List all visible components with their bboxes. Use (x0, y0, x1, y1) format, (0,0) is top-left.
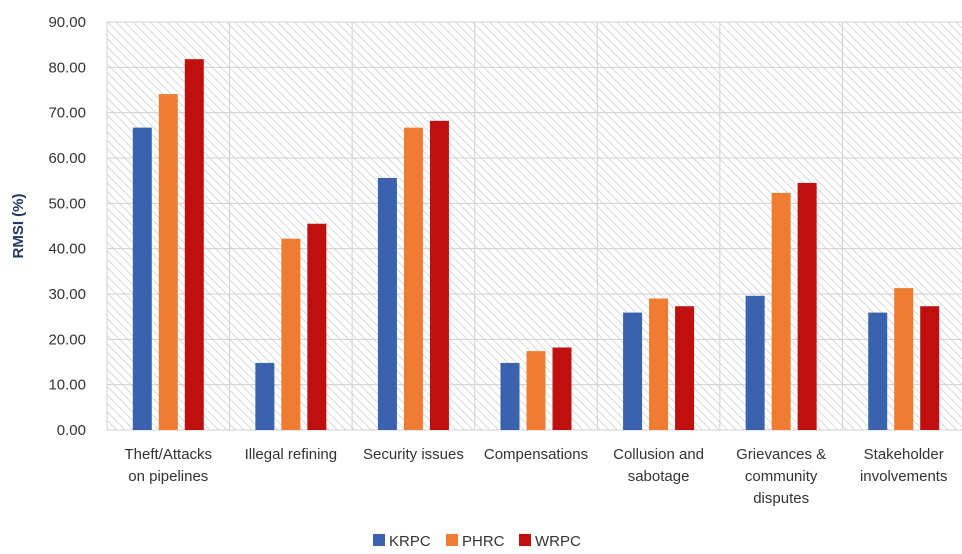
legend-swatch-phrc (446, 534, 458, 546)
bar-phrc (158, 94, 178, 430)
bar-krpc (377, 177, 397, 430)
legend-label-krpc: KRPC (389, 533, 431, 550)
y-axis-title: RMSI (%) (10, 194, 27, 259)
x-tick-label: disputes (753, 490, 809, 507)
bar-krpc (868, 312, 888, 430)
bar-krpc (132, 127, 152, 431)
x-tick-label: Collusion and (613, 446, 704, 463)
bar-phrc (526, 351, 546, 430)
legend-swatch-krpc (373, 534, 385, 546)
x-tick-label: on pipelines (128, 468, 208, 485)
y-tick-label: 70.00 (48, 105, 86, 122)
x-tick-label: Grievances & (736, 446, 826, 463)
x-tick-label: Illegal refining (245, 446, 338, 463)
bar-wrpc (184, 59, 204, 430)
x-tick-label: involvements (860, 468, 948, 485)
y-tick-label: 10.00 (48, 377, 86, 394)
bar-phrc (649, 298, 669, 430)
bar-krpc (745, 295, 765, 430)
bar-wrpc (307, 223, 327, 430)
bar-wrpc (797, 182, 817, 430)
y-tick-label: 80.00 (48, 59, 86, 76)
x-axis-labels: Theft/Attacks on pipelines Illegal refinin… (125, 446, 948, 507)
y-tick-label: 30.00 (48, 286, 86, 303)
y-tick-label: 20.00 (48, 331, 86, 348)
y-tick-label: 40.00 (48, 241, 86, 258)
bar-wrpc (675, 306, 695, 430)
bar-phrc (403, 127, 423, 431)
x-tick-label: Compensations (484, 446, 588, 463)
y-tick-label: 60.00 (48, 150, 86, 167)
x-tick-label: Stakeholder (864, 446, 944, 463)
legend: KRPC PHRC WRPC (373, 533, 581, 550)
legend-swatch-wrpc (519, 534, 531, 546)
bar-wrpc (920, 306, 940, 430)
y-tick-label: 0.00 (57, 422, 86, 439)
bar-wrpc (429, 120, 449, 431)
y-tick-label: 50.00 (48, 195, 86, 212)
x-tick-label: community (745, 468, 818, 485)
bars (132, 59, 940, 431)
y-tick-label: 90.00 (48, 14, 86, 31)
bar-wrpc (552, 347, 572, 430)
bar-phrc (894, 288, 914, 430)
bar-phrc (771, 192, 791, 430)
bar-krpc (500, 362, 520, 430)
x-tick-label: sabotage (628, 468, 690, 485)
legend-label-wrpc: WRPC (535, 533, 581, 550)
y-axis-ticks: 0.00 10.00 20.00 30.00 40.00 50.00 60.00 70.00 8… (48, 14, 86, 439)
x-tick-label: Security issues (363, 446, 464, 463)
bar-krpc (255, 362, 275, 430)
legend-label-phrc: PHRC (462, 533, 505, 550)
x-tick-label: Theft/Attacks (125, 446, 213, 463)
gridlines (106, 21, 962, 431)
bar-phrc (281, 238, 301, 430)
bar-krpc (623, 312, 643, 430)
